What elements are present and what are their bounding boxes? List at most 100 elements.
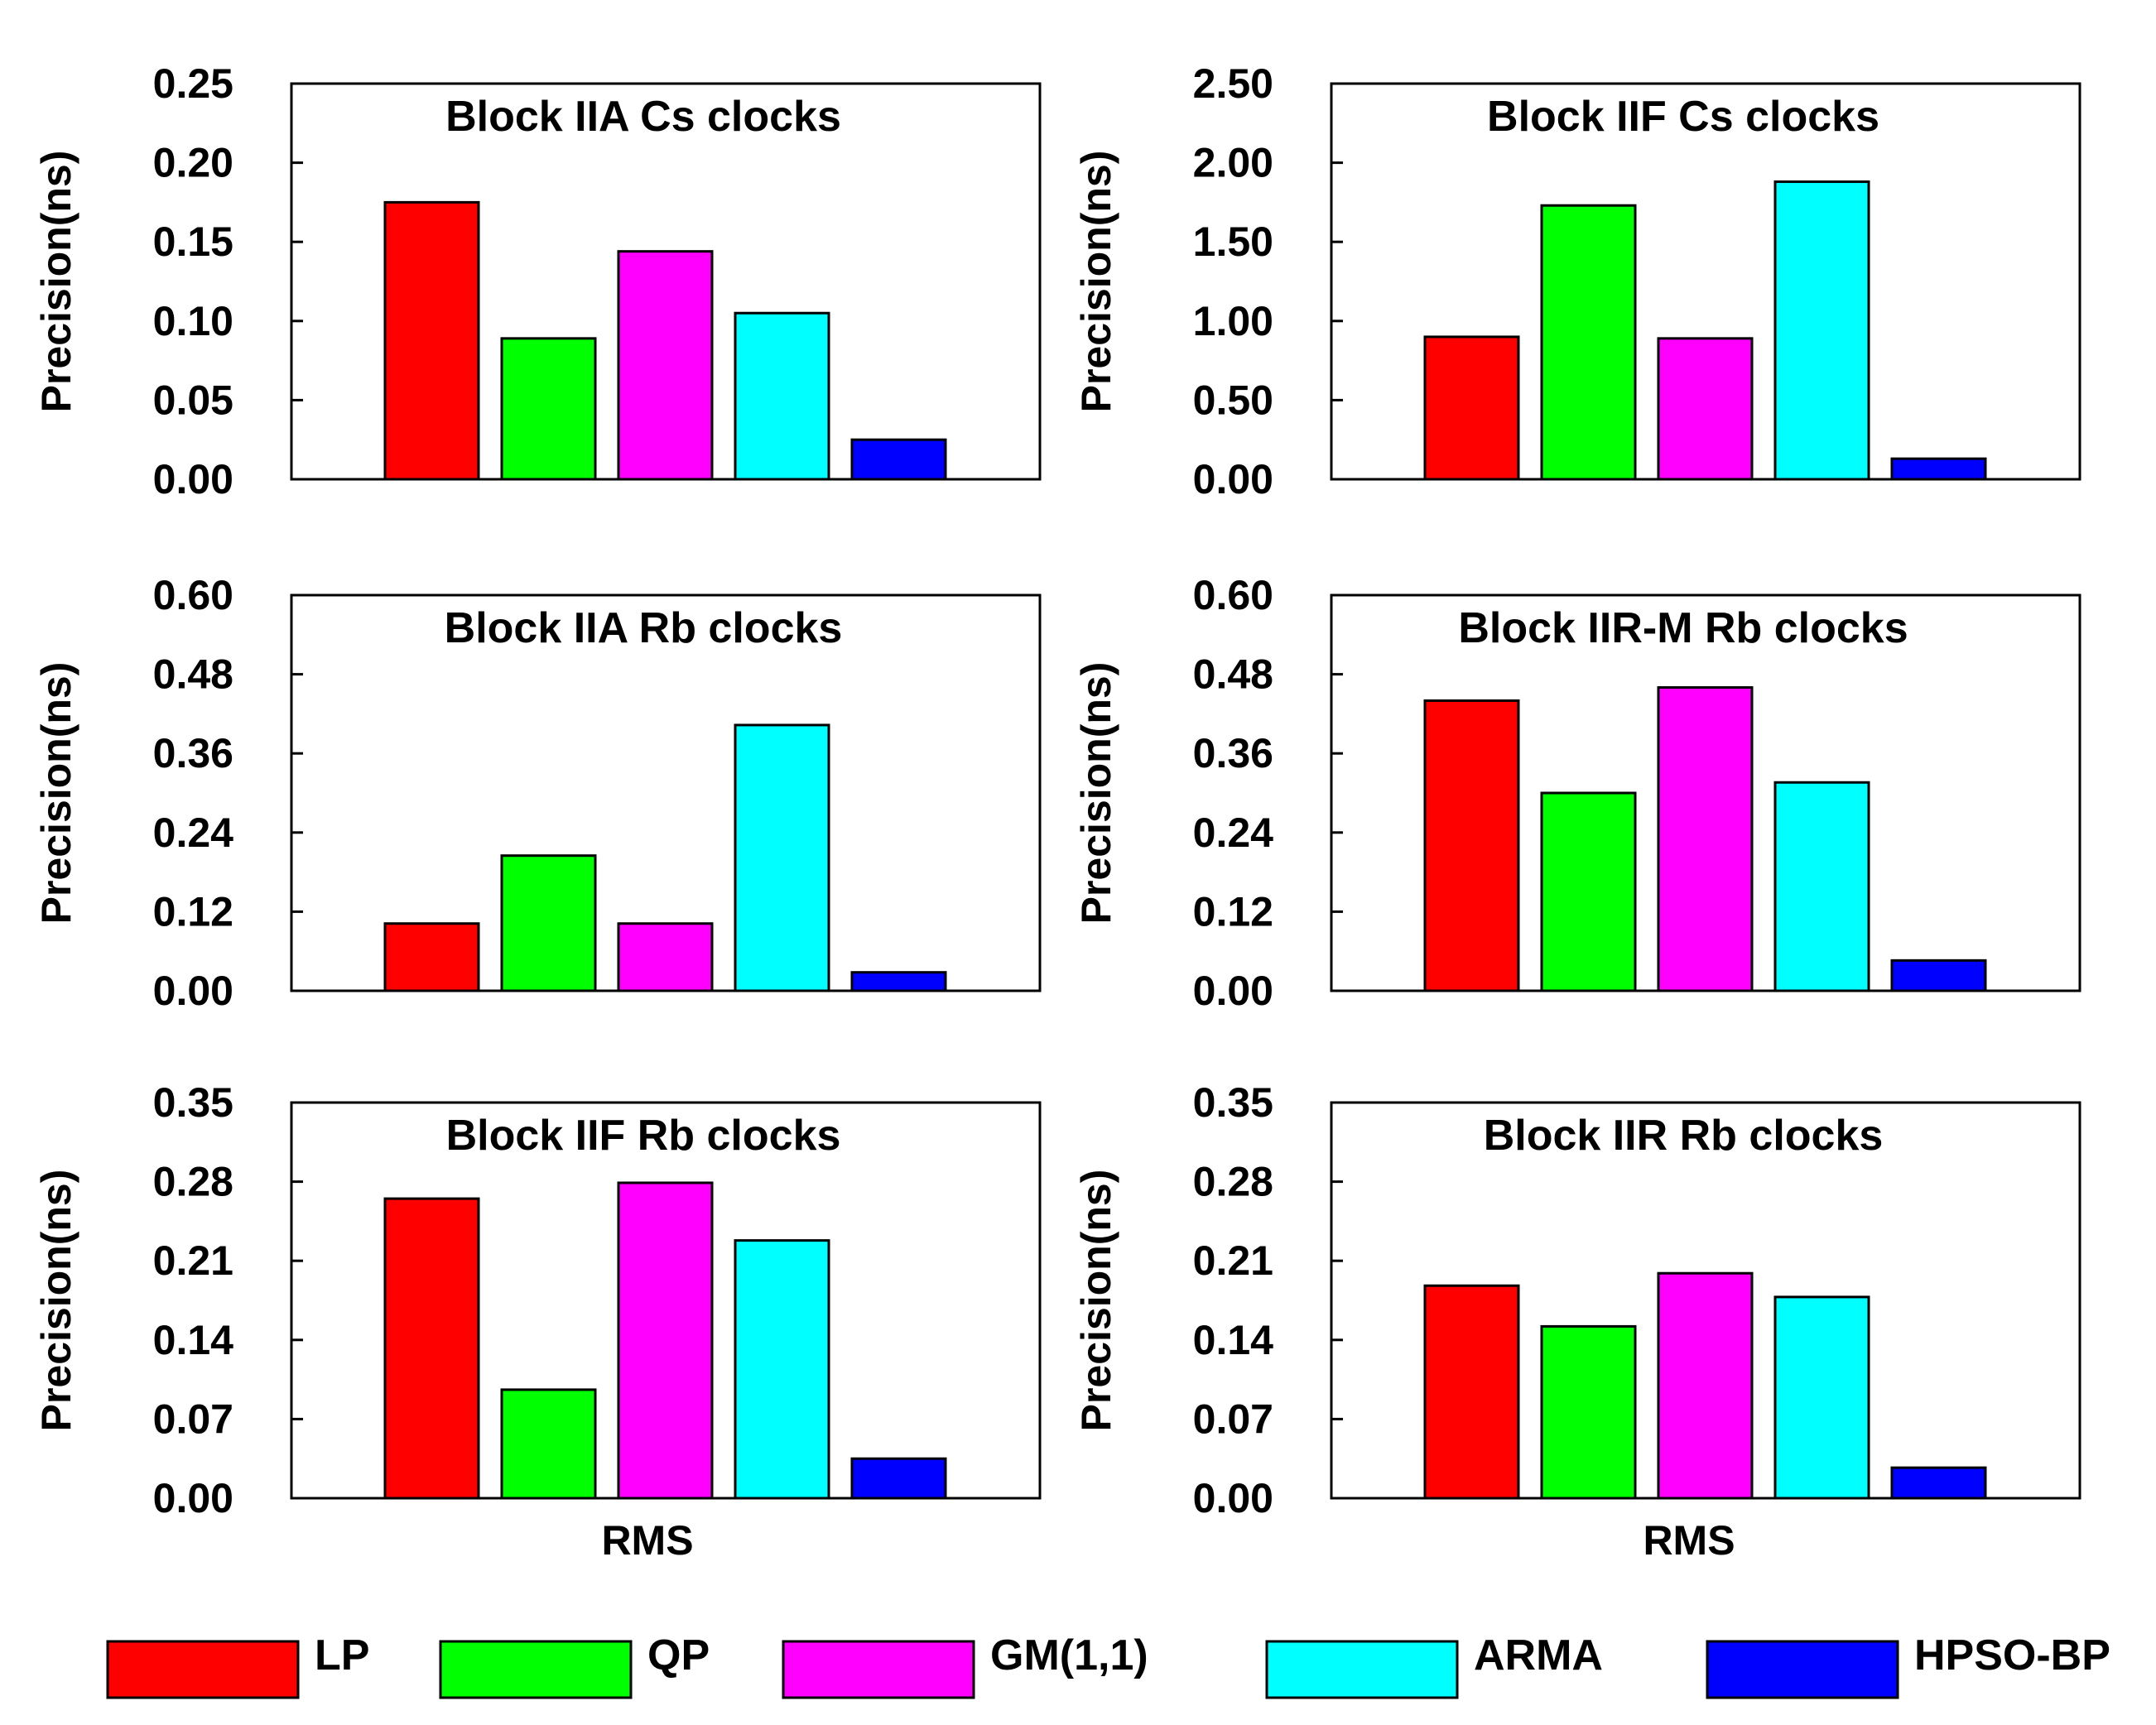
bar-arma bbox=[734, 1239, 830, 1500]
y-tick-label: 0.07 bbox=[1193, 1396, 1273, 1442]
y-tick-label: 1.00 bbox=[1193, 298, 1273, 344]
y-tick-label: 0.05 bbox=[153, 377, 233, 423]
y-tick-label: 0.35 bbox=[153, 1079, 233, 1126]
bar-qp bbox=[1540, 204, 1637, 481]
y-tick-label: 0.00 bbox=[1193, 968, 1273, 1014]
legend-label: HPSO-BP bbox=[1914, 1631, 2110, 1679]
legend-label: GM(1,1) bbox=[990, 1631, 1148, 1679]
panel-title: Block IIA Rb clocks bbox=[445, 604, 843, 652]
bar-hpso-bp bbox=[1890, 1466, 1987, 1500]
y-tick-label: 0.48 bbox=[1193, 651, 1273, 698]
bar-hpso-bp bbox=[850, 438, 947, 481]
bar-hpso-bp bbox=[850, 1457, 947, 1500]
legend-item-arma: ARMA bbox=[1265, 1631, 1603, 1699]
bar-qp bbox=[1540, 791, 1637, 992]
bar-gm-1-1- bbox=[617, 922, 714, 992]
y-axis-label: Precision(ns) bbox=[33, 662, 79, 925]
chart-panel-1: 0.00 0.05 0.10 0.15 0.20 0.25 Precision(ns) Blo… bbox=[33, 60, 1042, 502]
y-tick-label: 0.36 bbox=[1193, 730, 1273, 776]
y-tick-label: 0.12 bbox=[1193, 888, 1273, 935]
bar-qp bbox=[500, 337, 597, 481]
y-tick-label: 0.00 bbox=[153, 1475, 233, 1521]
y-tick-label: 0.28 bbox=[1193, 1159, 1273, 1205]
bar-qp bbox=[1540, 1324, 1637, 1500]
x-axis-label-left: RMS bbox=[601, 1517, 693, 1564]
chart-panel-4: 0.00 0.12 0.24 0.36 0.48 0.60 Precision(ns) Blo… bbox=[1073, 572, 2081, 1014]
bar-gm-1-1- bbox=[1657, 1271, 1754, 1500]
y-tick-label: 0.35 bbox=[1193, 1079, 1273, 1126]
y-axis-label: Precision(ns) bbox=[33, 1170, 79, 1432]
bar-lp bbox=[383, 200, 480, 481]
legend-label: ARMA bbox=[1474, 1631, 1603, 1679]
bar-gm-1-1- bbox=[1657, 686, 1754, 992]
bar-hpso-bp bbox=[1890, 457, 1987, 481]
bar-gm-1-1- bbox=[1657, 337, 1754, 481]
y-tick-label: 1.50 bbox=[1193, 219, 1273, 265]
panel-title: Block IIR Rb clocks bbox=[1484, 1112, 1884, 1160]
y-tick-label: 0.50 bbox=[1193, 377, 1273, 423]
y-tick-label: 0.21 bbox=[1193, 1237, 1273, 1284]
bar-arma bbox=[734, 311, 830, 481]
y-tick-label: 0.00 bbox=[153, 456, 233, 502]
bar-gm-1-1- bbox=[617, 250, 714, 481]
bar-hpso-bp bbox=[1890, 959, 1987, 992]
bar-lp bbox=[1423, 335, 1520, 481]
panel-title: Block IIF Cs clocks bbox=[1487, 93, 1879, 141]
chart-panels: 0.00 0.05 0.10 0.15 0.20 0.25 Precision(ns) Blo… bbox=[33, 60, 2081, 1521]
bar-lp bbox=[1423, 1284, 1520, 1500]
y-tick-label: 0.36 bbox=[153, 730, 233, 776]
legend-item-lp: LP bbox=[106, 1631, 369, 1699]
bar-lp bbox=[383, 922, 480, 992]
y-tick-label: 0.14 bbox=[153, 1317, 234, 1363]
y-tick-label: 0.48 bbox=[153, 651, 233, 698]
legend-swatch bbox=[106, 1640, 300, 1699]
x-axis-label-right: RMS bbox=[1643, 1517, 1735, 1564]
chart-panel-6: 0.00 0.07 0.14 0.21 0.28 0.35 Precision(ns) Blo… bbox=[1073, 1079, 2081, 1521]
y-axis-label: Precision(ns) bbox=[1073, 662, 1119, 925]
y-tick-label: 0.15 bbox=[153, 219, 233, 265]
legend: LP QP GM(1,1) ARMA HPSO-BP bbox=[106, 1631, 2110, 1699]
bar-arma bbox=[1773, 1295, 1870, 1500]
legend-item-gm-1-1-: GM(1,1) bbox=[782, 1631, 1148, 1699]
bar-lp bbox=[383, 1197, 480, 1500]
y-tick-label: 0.20 bbox=[153, 140, 233, 186]
y-tick-label: 0.14 bbox=[1193, 1317, 1274, 1363]
y-tick-label: 2.00 bbox=[1193, 140, 1273, 186]
chart-panel-3: 0.00 0.12 0.24 0.36 0.48 0.60 Precision(ns) Blo… bbox=[33, 572, 1042, 1014]
chart-panel-2: 0.00 0.50 1.00 1.50 2.00 2.50 Precision(ns) Blo… bbox=[1073, 60, 2081, 502]
y-tick-label: 0.10 bbox=[153, 298, 233, 344]
y-tick-label: 0.24 bbox=[1193, 810, 1274, 856]
panel-title: Block IIR-M Rb clocks bbox=[1458, 604, 1908, 652]
y-tick-label: 0.00 bbox=[1193, 456, 1273, 502]
bar-hpso-bp bbox=[850, 971, 947, 992]
y-axis-label: Precision(ns) bbox=[1073, 1170, 1119, 1432]
y-tick-label: 0.12 bbox=[153, 888, 233, 935]
y-tick-label: 0.00 bbox=[1193, 1475, 1273, 1521]
panel-title: Block IIA Cs clocks bbox=[445, 93, 841, 141]
legend-label: LP bbox=[315, 1631, 369, 1679]
chart-panel-5: 0.00 0.07 0.14 0.21 0.28 0.35 Precision(ns) Blo… bbox=[33, 1079, 1042, 1521]
bar-arma bbox=[1773, 781, 1870, 992]
legend-swatch bbox=[1265, 1640, 1459, 1699]
legend-label: QP bbox=[647, 1631, 710, 1679]
y-tick-label: 0.00 bbox=[153, 968, 233, 1014]
bar-gm-1-1- bbox=[617, 1181, 714, 1500]
y-axis-label: Precision(ns) bbox=[33, 151, 79, 413]
y-tick-label: 0.25 bbox=[153, 60, 233, 107]
y-tick-label: 0.07 bbox=[153, 1396, 233, 1442]
legend-item-qp: QP bbox=[439, 1631, 710, 1699]
legend-swatch bbox=[782, 1640, 975, 1699]
y-tick-label: 0.24 bbox=[153, 810, 234, 856]
y-tick-label: 0.28 bbox=[153, 1159, 233, 1205]
bar-qp bbox=[500, 1388, 597, 1500]
bar-qp bbox=[500, 854, 597, 992]
bar-lp bbox=[1423, 699, 1520, 992]
y-tick-label: 0.60 bbox=[153, 572, 233, 618]
legend-swatch bbox=[1706, 1640, 1899, 1699]
x-axis-labels: RMS RMS bbox=[601, 1517, 1735, 1564]
legend-item-hpso-bp: HPSO-BP bbox=[1706, 1631, 2110, 1699]
y-tick-label: 0.60 bbox=[1193, 572, 1273, 618]
panel-title: Block IIF Rb clocks bbox=[446, 1112, 841, 1160]
y-axis-label: Precision(ns) bbox=[1073, 151, 1119, 413]
